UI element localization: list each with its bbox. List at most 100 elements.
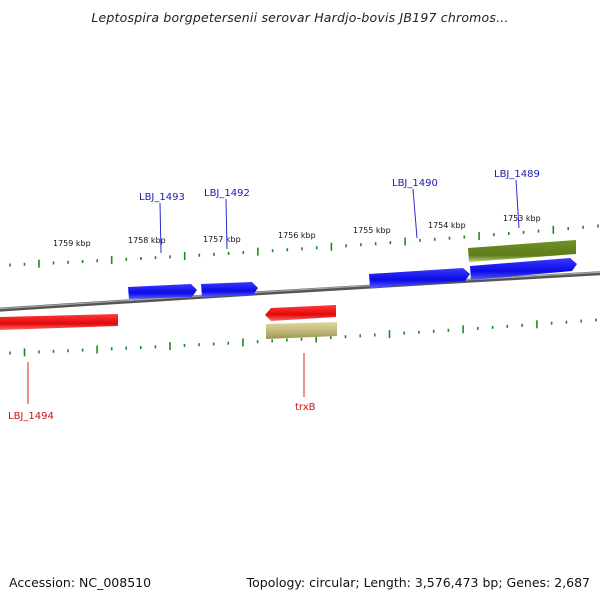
- minor-tick: [374, 242, 377, 246]
- minor-tick: [183, 343, 186, 347]
- minor-tick: [493, 233, 495, 237]
- major-tick: [96, 345, 98, 354]
- major-tick: [315, 334, 317, 343]
- minor-tick: [52, 349, 55, 353]
- minor-tick: [595, 318, 597, 322]
- major-tick: [462, 325, 464, 334]
- minor-tick: [110, 347, 113, 351]
- tick-label-1753: 1753 kbp: [503, 214, 541, 223]
- minor-tick: [198, 253, 201, 257]
- minor-tick: [9, 263, 11, 267]
- minor-tick: [96, 259, 98, 263]
- minor-tick: [447, 328, 450, 332]
- minor-tick: [242, 251, 245, 254]
- minor-tick: [491, 325, 494, 329]
- major-tick: [257, 247, 259, 256]
- feature-olive-1489[interactable]: [468, 240, 576, 262]
- minor-tick: [38, 350, 40, 354]
- label-lbj-1489[interactable]: LBJ_1489: [494, 169, 540, 180]
- minor-tick: [389, 241, 392, 245]
- tick-label-1756: 1756 kbp: [278, 231, 316, 240]
- minor-tick: [567, 227, 569, 231]
- major-tick: [23, 348, 26, 357]
- gene-lbj-1492[interactable]: [201, 282, 258, 297]
- reverse-tick-ring: [9, 318, 597, 357]
- forward-features: [128, 240, 577, 299]
- minor-tick: [140, 346, 142, 349]
- map-title: Leptospira borgpetersenii serovar Hardjo…: [91, 10, 509, 25]
- tick-label-1754: 1754 kbp: [428, 221, 466, 230]
- minor-tick: [212, 342, 215, 346]
- minor-tick: [286, 338, 288, 342]
- minor-tick: [286, 248, 289, 252]
- gene-lbj-1494[interactable]: [0, 314, 118, 330]
- minor-tick: [433, 237, 436, 241]
- minor-tick: [154, 256, 157, 260]
- minor-tick: [23, 262, 26, 266]
- minor-tick: [360, 243, 362, 247]
- label-lbj-1493[interactable]: LBJ_1493: [139, 192, 185, 203]
- minor-tick: [81, 348, 84, 352]
- minor-tick: [432, 329, 435, 333]
- forward-tick-ring: [9, 224, 599, 268]
- major-tick: [183, 252, 186, 260]
- minor-tick: [300, 337, 303, 341]
- minor-tick: [522, 230, 525, 234]
- gene-labels: LBJ_1493 LBJ_1492 LBJ_1490 LBJ_1489 LBJ_…: [8, 169, 540, 422]
- minor-tick: [52, 261, 55, 265]
- major-tick: [330, 242, 333, 251]
- label-lbj-1494[interactable]: LBJ_1494: [8, 411, 54, 422]
- minor-tick: [227, 341, 230, 345]
- minor-tick: [213, 252, 215, 256]
- tick-label-1758: 1758 kbp: [128, 236, 166, 245]
- major-tick: [38, 259, 40, 268]
- minor-tick: [597, 224, 599, 228]
- backbone: [0, 271, 600, 312]
- major-tick: [169, 342, 171, 351]
- feature-khaki-trxb[interactable]: [266, 322, 337, 339]
- minor-tick: [256, 340, 259, 344]
- minor-tick: [125, 257, 128, 261]
- gene-lbj-1493[interactable]: [128, 284, 197, 299]
- major-tick: [536, 320, 538, 329]
- gene-lbj-1490[interactable]: [369, 268, 470, 288]
- tick-label-1755: 1755 kbp: [353, 226, 391, 235]
- minor-tick: [463, 235, 466, 239]
- tick-label-1759: 1759 kbp: [53, 239, 91, 248]
- topology-text: Topology: circular; Length: 3,576,473 bp…: [246, 575, 590, 590]
- minor-tick: [418, 330, 420, 334]
- minor-tick: [271, 249, 274, 253]
- label-trxb[interactable]: trxB: [295, 402, 316, 413]
- minor-tick: [169, 255, 171, 259]
- minor-tick: [198, 343, 200, 347]
- minor-tick: [521, 323, 523, 327]
- minor-tick: [271, 339, 273, 343]
- minor-tick: [345, 244, 347, 248]
- gene-trxb[interactable]: [265, 305, 336, 321]
- tick-labels: 1759 kbp 1758 kbp 1757 kbp 1756 kbp 1755…: [53, 214, 541, 248]
- minor-tick: [565, 320, 568, 324]
- minor-tick: [359, 334, 361, 338]
- label-leaders: [27, 179, 520, 404]
- gene-lbj-1489[interactable]: [470, 258, 577, 280]
- minor-tick: [330, 336, 332, 340]
- minor-tick: [154, 345, 157, 349]
- minor-tick: [315, 246, 318, 250]
- minor-tick: [140, 257, 142, 260]
- minor-tick: [508, 232, 510, 235]
- minor-tick: [580, 319, 582, 323]
- minor-tick: [81, 260, 84, 263]
- major-tick: [552, 225, 555, 234]
- minor-tick: [477, 326, 479, 330]
- minor-tick: [403, 331, 405, 335]
- accession-text: Accession: NC_008510: [9, 575, 152, 590]
- label-lbj-1492[interactable]: LBJ_1492: [204, 188, 250, 199]
- major-tick: [478, 231, 480, 240]
- label-lbj-1490[interactable]: LBJ_1490: [392, 178, 438, 189]
- major-tick: [388, 330, 391, 339]
- minor-tick: [67, 260, 69, 264]
- minor-tick: [374, 333, 376, 337]
- reverse-features: [0, 305, 337, 339]
- minor-tick: [125, 346, 127, 350]
